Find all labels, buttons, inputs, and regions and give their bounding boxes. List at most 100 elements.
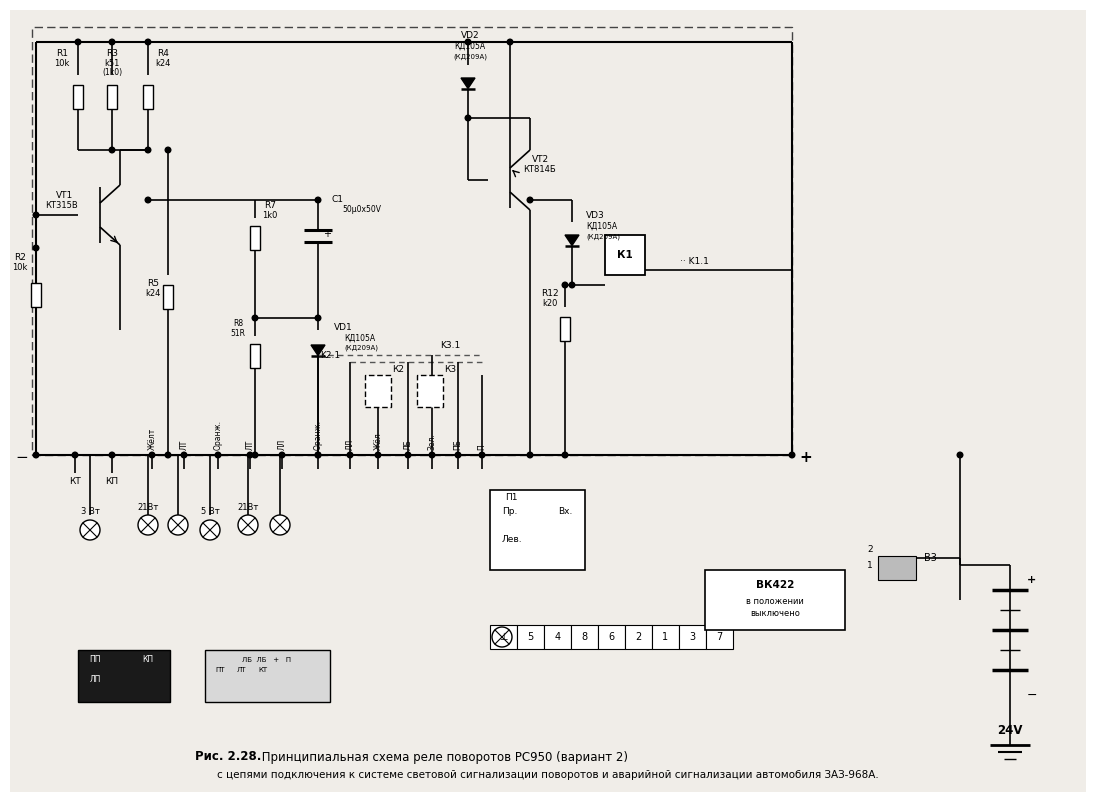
Text: k24: k24 — [156, 59, 171, 67]
Text: ⊥: ⊥ — [500, 632, 507, 642]
Text: +: + — [323, 229, 331, 239]
Text: k51: k51 — [104, 59, 119, 67]
Text: Пр.: Пр. — [502, 508, 517, 516]
Circle shape — [562, 452, 568, 458]
Polygon shape — [311, 345, 326, 355]
Text: 10k: 10k — [12, 264, 27, 273]
Text: VD2: VD2 — [460, 30, 479, 39]
Text: 6: 6 — [608, 632, 615, 642]
Text: Жёлт: Жёлт — [148, 427, 157, 450]
Text: VD1: VD1 — [334, 323, 353, 333]
Text: 10k: 10k — [55, 59, 70, 67]
Text: КТ: КТ — [69, 476, 81, 485]
Circle shape — [165, 452, 171, 458]
Bar — [544, 625, 571, 649]
Text: (КД209А): (КД209А) — [586, 233, 620, 241]
Circle shape — [145, 197, 151, 203]
Circle shape — [33, 452, 38, 458]
Bar — [416, 375, 443, 407]
Text: выключено: выключено — [750, 610, 800, 618]
Text: ·· K1.1: ·· K1.1 — [680, 257, 709, 266]
Circle shape — [252, 315, 258, 321]
Circle shape — [562, 282, 568, 288]
Text: (1k0): (1k0) — [102, 68, 122, 78]
Text: Оранж.: Оранж. — [313, 420, 322, 450]
Circle shape — [199, 520, 220, 540]
Text: 8: 8 — [582, 632, 587, 642]
Circle shape — [110, 148, 115, 153]
Text: с цепями подключения к системе световой сигнализации поворотов и аварийной сигна: с цепями подключения к системе световой … — [217, 770, 879, 780]
Text: 7: 7 — [717, 632, 722, 642]
Circle shape — [181, 452, 186, 458]
Text: КТ: КТ — [258, 667, 267, 673]
Circle shape — [76, 39, 81, 45]
Circle shape — [316, 197, 321, 203]
Bar — [142, 85, 153, 109]
Text: (КД209А): (КД209А) — [453, 54, 487, 60]
Circle shape — [527, 452, 533, 458]
Circle shape — [527, 197, 533, 203]
Bar — [490, 490, 585, 570]
Text: R12: R12 — [541, 289, 559, 298]
Text: K2.1: K2.1 — [320, 351, 340, 361]
Circle shape — [252, 452, 258, 458]
Text: +: + — [1027, 575, 1037, 585]
Circle shape — [479, 452, 484, 458]
Text: R2: R2 — [14, 253, 26, 262]
Circle shape — [789, 452, 795, 458]
Text: ВК422: ВК422 — [756, 580, 795, 590]
Bar — [31, 283, 41, 307]
Text: Оранж.: Оранж. — [214, 420, 222, 450]
Text: +: + — [800, 451, 812, 465]
Text: VT2: VT2 — [532, 156, 549, 164]
Text: ПТ: ПТ — [215, 667, 225, 673]
Text: R3: R3 — [106, 48, 118, 58]
Polygon shape — [566, 235, 579, 245]
Circle shape — [347, 452, 353, 458]
Text: КТ315В: КТ315В — [46, 200, 79, 209]
Text: R8: R8 — [233, 319, 243, 329]
Text: K3.1: K3.1 — [439, 342, 460, 350]
Bar — [625, 625, 652, 649]
Text: ЛЛ: ЛЛ — [345, 439, 354, 450]
Bar — [250, 344, 260, 368]
Circle shape — [375, 452, 380, 458]
Circle shape — [569, 282, 574, 288]
Circle shape — [149, 452, 155, 458]
Circle shape — [406, 452, 411, 458]
Circle shape — [110, 452, 115, 458]
Bar — [205, 650, 330, 702]
Text: КД105А: КД105А — [586, 221, 617, 230]
Bar — [250, 226, 260, 250]
Text: КТ814Б: КТ814Б — [524, 165, 557, 175]
Circle shape — [110, 39, 115, 45]
Bar — [78, 650, 170, 702]
Text: ЛЛ: ЛЛ — [277, 439, 286, 450]
Text: в положении: в положении — [746, 597, 803, 606]
Circle shape — [430, 452, 435, 458]
Text: R1: R1 — [56, 48, 68, 58]
Circle shape — [316, 452, 321, 458]
Text: КП: КП — [105, 476, 118, 485]
Text: 3: 3 — [689, 632, 696, 642]
Text: (КД209А): (КД209А) — [344, 345, 378, 351]
Text: k24: k24 — [146, 289, 161, 298]
Text: КД105А: КД105А — [455, 42, 486, 51]
Circle shape — [33, 213, 38, 218]
Text: Лев.: Лев. — [502, 536, 523, 545]
Bar — [652, 625, 680, 649]
Text: C1: C1 — [332, 196, 344, 205]
Text: 1k0: 1k0 — [262, 210, 277, 220]
Text: ЛТ: ЛТ — [180, 439, 189, 450]
Text: ПБ: ПБ — [454, 439, 463, 450]
Text: 2: 2 — [867, 545, 872, 554]
Text: −: − — [15, 451, 28, 465]
Text: ЛТ: ЛТ — [246, 439, 254, 450]
Text: VT1: VT1 — [56, 191, 73, 200]
Text: ЛТ: ЛТ — [237, 667, 247, 673]
Bar — [365, 375, 391, 407]
Circle shape — [138, 515, 158, 535]
Circle shape — [455, 452, 460, 458]
Bar — [32, 27, 792, 455]
Circle shape — [168, 515, 189, 535]
